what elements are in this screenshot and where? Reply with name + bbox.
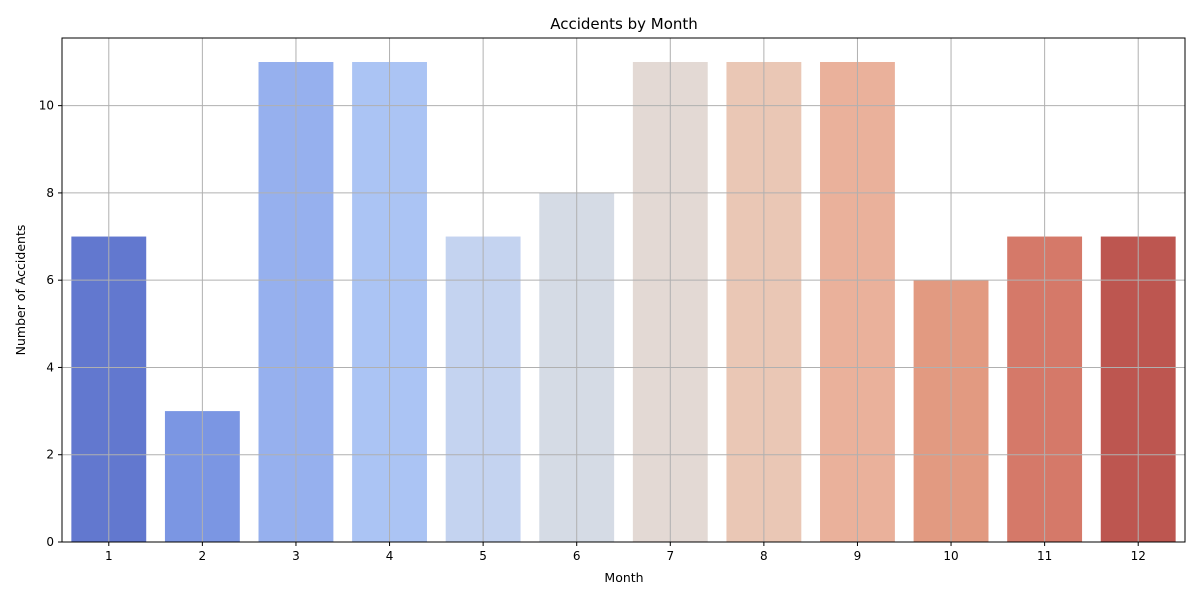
x-tick-label: 1 — [105, 549, 113, 563]
x-tick-label: 12 — [1131, 549, 1146, 563]
y-tick-label: 2 — [46, 448, 54, 462]
y-tick-label: 6 — [46, 273, 54, 287]
x-tick-label: 11 — [1037, 549, 1052, 563]
x-tick-label: 9 — [854, 549, 862, 563]
y-tick-label: 8 — [46, 186, 54, 200]
y-tick-label: 10 — [39, 99, 54, 113]
x-tick-label: 2 — [199, 549, 207, 563]
bars — [62, 38, 1185, 543]
chart-title: Accidents by Month — [550, 15, 698, 33]
x-tick-label: 3 — [292, 549, 300, 563]
y-tick-label: 0 — [46, 535, 54, 549]
x-tick-label: 8 — [760, 549, 768, 563]
x-tick-label: 7 — [666, 549, 674, 563]
x-axis-label: Month — [604, 570, 643, 585]
y-tick-label: 4 — [46, 360, 54, 374]
x-tick-label: 6 — [573, 549, 581, 563]
x-tick-label: 4 — [386, 549, 394, 563]
x-tick-label: 5 — [479, 549, 487, 563]
x-tick-label: 10 — [943, 549, 958, 563]
y-axis-label: Number of Accidents — [13, 225, 28, 356]
plot-frame — [61, 37, 1186, 543]
